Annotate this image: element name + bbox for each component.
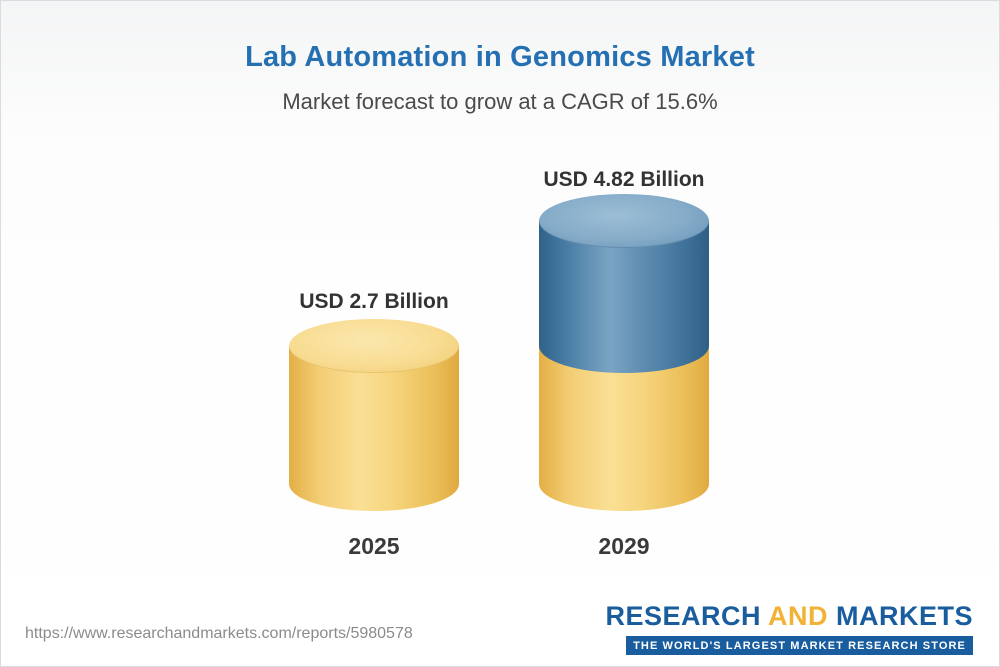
- logo-word-markets: MARKETS: [836, 601, 973, 631]
- logo-tagline: THE WORLD'S LARGEST MARKET RESEARCH STOR…: [626, 636, 973, 655]
- value-label-2025: USD 2.7 Billion: [299, 290, 449, 313]
- category-label-2029: 2029: [598, 533, 650, 559]
- bar-2025-body: [289, 346, 459, 511]
- value-label-2029: USD 4.82 Billion: [543, 168, 705, 191]
- chart-title: Lab Automation in Genomics Market: [245, 41, 755, 73]
- researchandmarkets-logo: RESEARCH AND MARKETS THE WORLD'S LARGEST…: [605, 601, 973, 655]
- bar-2025-top: [289, 319, 459, 373]
- bar-2029-yellow-segment: [539, 346, 709, 511]
- report-url: https://www.researchandmarkets.com/repor…: [25, 625, 413, 642]
- bar-2029-top: [539, 194, 709, 248]
- logo-word-and: AND: [767, 601, 828, 631]
- logo-wordmark: RESEARCH AND MARKETS: [605, 601, 973, 632]
- logo-word-research: RESEARCH: [605, 601, 761, 631]
- chart-subtitle: Market forecast to grow at a CAGR of 15.…: [282, 89, 718, 114]
- category-label-2025: 2025: [348, 533, 400, 559]
